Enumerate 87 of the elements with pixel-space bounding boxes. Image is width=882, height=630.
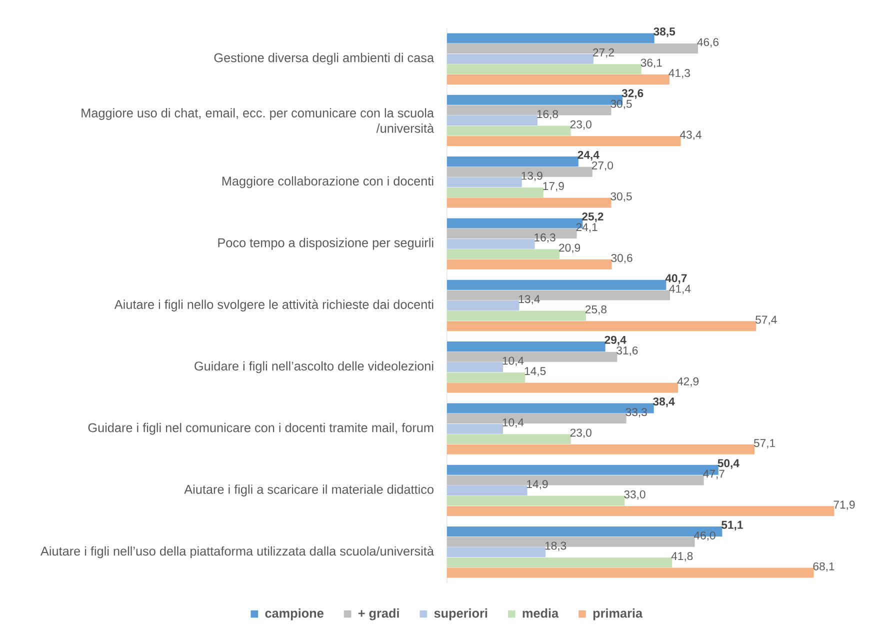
data-label: 27,0 bbox=[592, 161, 613, 171]
data-label: 32,6 bbox=[622, 89, 644, 99]
y-tick-label: Gestione diversa degli ambienti di casa bbox=[214, 52, 434, 65]
bar bbox=[446, 177, 522, 188]
data-label: 51,1 bbox=[722, 520, 743, 530]
bar bbox=[446, 126, 571, 136]
legend-label: + gradi bbox=[358, 608, 399, 620]
y-tick-label: Maggiore collaborazione con i docenti bbox=[222, 176, 434, 188]
bar bbox=[446, 136, 681, 146]
data-label: 14,5 bbox=[524, 367, 546, 376]
y-tick-label: Aiutare i figli a scaricare il materiale didattico bbox=[184, 484, 434, 496]
data-label: 33,0 bbox=[624, 490, 646, 500]
bar bbox=[446, 547, 546, 558]
data-label: 27,2 bbox=[593, 48, 614, 58]
data-label: 16,8 bbox=[537, 110, 558, 120]
data-label: 68,1 bbox=[813, 562, 834, 572]
data-label: 10,4 bbox=[502, 356, 524, 366]
bar bbox=[446, 249, 560, 260]
bar bbox=[446, 33, 654, 44]
bar bbox=[446, 116, 538, 126]
bar bbox=[446, 342, 606, 352]
bar bbox=[446, 64, 642, 74]
bar bbox=[446, 557, 672, 568]
bar bbox=[446, 434, 571, 444]
bar bbox=[446, 54, 594, 64]
legend-label: superiori bbox=[434, 608, 488, 620]
bar bbox=[446, 259, 612, 270]
bar bbox=[446, 300, 520, 310]
data-label: 57,1 bbox=[754, 439, 775, 448]
legend-label: campione bbox=[265, 608, 324, 620]
data-label: 24,4 bbox=[578, 150, 600, 160]
bar bbox=[446, 424, 504, 434]
y-tick-label: Aiutare i figli nello svolgere le attività richieste dai docenti bbox=[114, 300, 434, 312]
bar bbox=[446, 506, 834, 516]
bar bbox=[446, 187, 544, 198]
bar bbox=[446, 321, 756, 332]
bar bbox=[446, 362, 504, 372]
y-tick-label: Guidare i figli nel comunicare con i docenti tramite mail, forum bbox=[88, 422, 434, 435]
data-label: 57,4 bbox=[756, 316, 777, 326]
data-label: 38,4 bbox=[653, 398, 675, 408]
data-label: 23,0 bbox=[570, 428, 592, 438]
data-label: 36,1 bbox=[640, 58, 662, 68]
bar bbox=[446, 198, 612, 208]
data-label: 16,3 bbox=[534, 233, 556, 243]
data-label: 18,3 bbox=[545, 542, 566, 552]
bar bbox=[446, 74, 670, 84]
bar bbox=[446, 280, 666, 290]
bar bbox=[446, 444, 755, 454]
y-tick-label: Guidare i figli nell’ascolto delle videolezioni bbox=[194, 361, 434, 374]
data-label: 46,6 bbox=[697, 38, 719, 48]
legend-label: media bbox=[522, 608, 559, 618]
data-label: 30,5 bbox=[610, 100, 632, 110]
bar bbox=[446, 310, 586, 321]
data-label: 41,8 bbox=[671, 552, 693, 562]
data-label: 23,0 bbox=[570, 120, 592, 130]
data-label: 41,3 bbox=[668, 69, 690, 78]
bar bbox=[446, 382, 678, 393]
data-label: 13,4 bbox=[518, 295, 540, 304]
data-label: 13,9 bbox=[522, 172, 542, 182]
data-label: 71,9 bbox=[834, 500, 855, 510]
data-label: 17,9 bbox=[543, 182, 564, 192]
data-label: 24,1 bbox=[576, 223, 598, 232]
bar bbox=[446, 485, 528, 496]
bar bbox=[446, 568, 814, 578]
data-label: 40,7 bbox=[665, 274, 687, 284]
data-label: 41,4 bbox=[669, 284, 691, 294]
data-label: 20,9 bbox=[559, 244, 580, 254]
legend-label: primaria bbox=[593, 608, 643, 620]
y-tick-label: Aiutare i figli nell’uso della piattaforma utilizzata dalla scuola/università bbox=[40, 546, 434, 558]
data-label: 30,5 bbox=[610, 192, 632, 202]
bar bbox=[446, 156, 578, 167]
data-label: 31,6 bbox=[616, 346, 638, 356]
bar bbox=[446, 496, 625, 506]
data-label: 14,9 bbox=[527, 480, 548, 490]
data-label: 30,6 bbox=[611, 254, 632, 264]
data-label: 42,9 bbox=[677, 377, 699, 387]
data-label: 29,4 bbox=[604, 336, 626, 346]
data-label: 25,8 bbox=[585, 305, 606, 315]
data-label: 43,4 bbox=[680, 130, 702, 140]
bar bbox=[446, 372, 526, 382]
bar bbox=[446, 238, 535, 249]
data-label: 10,4 bbox=[502, 418, 524, 428]
y-tick-label: Poco tempo a disposizione per seguirli bbox=[218, 238, 434, 250]
data-label: 38,5 bbox=[654, 28, 676, 38]
y-tick-label: Maggiore uso di chat, email, ecc. per comunicare con la scuola /università bbox=[82, 108, 434, 133]
data-label: 50,4 bbox=[718, 459, 740, 469]
data-label: 25,2 bbox=[582, 212, 604, 222]
